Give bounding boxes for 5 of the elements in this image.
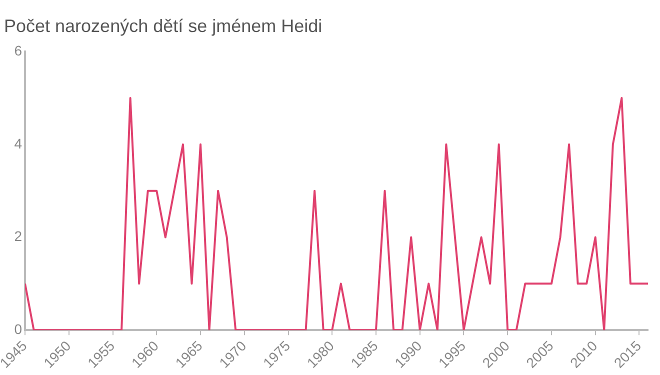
y-tick-label: 6: [14, 42, 22, 58]
y-tick-label: 2: [14, 228, 22, 244]
chart-title: Počet narozených dětí se jménem Heidi: [4, 16, 322, 36]
y-tick-label: 4: [14, 135, 22, 152]
y-tick-label: 0: [14, 320, 22, 337]
